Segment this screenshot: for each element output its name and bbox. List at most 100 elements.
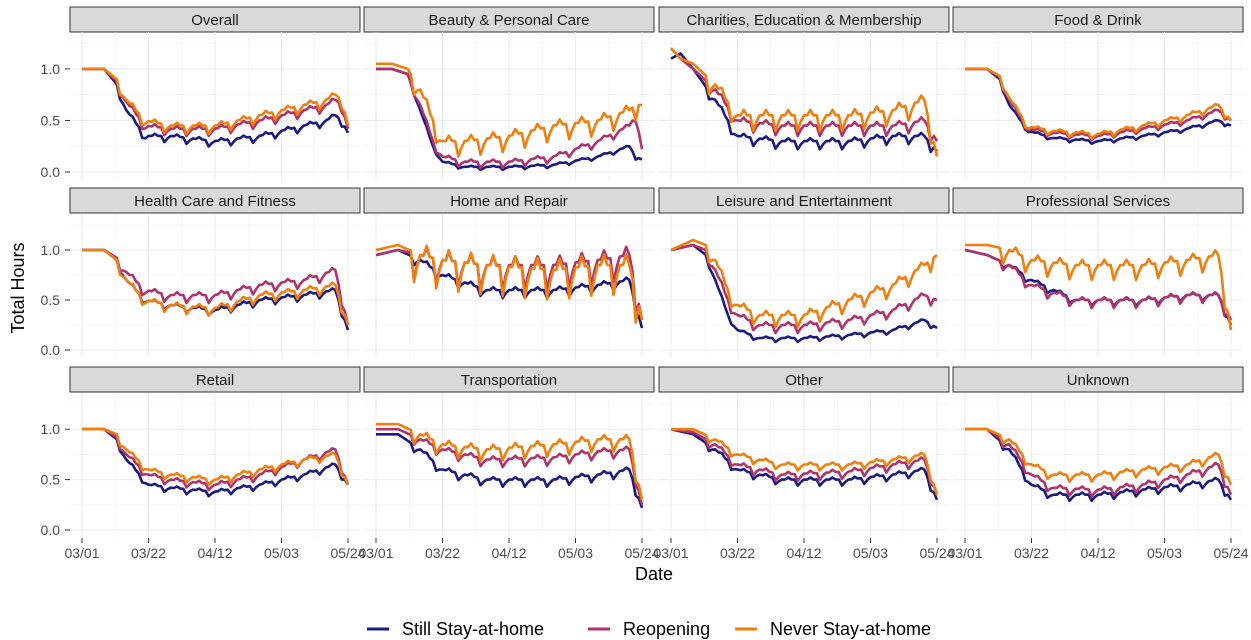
- facet-strip: [363, 366, 655, 393]
- y-tick-label: 0.5: [41, 112, 61, 128]
- series-line-still-stay-at-home: [375, 248, 644, 329]
- y-tick-label: 1.0: [41, 421, 61, 437]
- facet-strip: [952, 187, 1244, 214]
- x-axis-title: Date: [635, 564, 673, 584]
- series-line-never-stay-at-home: [670, 238, 938, 329]
- series-line-never-stay-at-home: [965, 67, 1233, 140]
- panels: Overall 0.0 0.5 1.0 Beauty & Personal Care Ch…: [41, 6, 1249, 561]
- x-tick-label: 04/12: [491, 545, 526, 561]
- series-line-reopening: [670, 47, 939, 143]
- series-line-still-stay-at-home: [670, 427, 939, 501]
- x-tick-label: 03/01: [64, 545, 99, 561]
- x-tick-label: 05/03: [853, 545, 888, 561]
- facet-panel: Overall 0.0 0.5 1.0: [41, 6, 361, 180]
- facet-panel: Home and Repair: [363, 187, 655, 358]
- y-tick-label: 0.5: [41, 292, 61, 308]
- series-line-still-stay-at-home: [376, 67, 643, 172]
- series-line-never-stay-at-home: [965, 243, 1233, 331]
- series-line-reopening: [82, 248, 350, 326]
- x-tick-label: 04/12: [197, 545, 232, 561]
- facet-panel: Other 03/01 03/22 04/12 05/03 05/24: [653, 366, 955, 561]
- series-line-never-stay-at-home: [82, 67, 350, 136]
- x-tick-label: 05/24: [1213, 545, 1248, 561]
- series-line-still-stay-at-home: [82, 67, 350, 148]
- facet-strip: [69, 366, 361, 393]
- x-tick-label: 03/01: [358, 545, 393, 561]
- series-line-still-stay-at-home: [965, 67, 1232, 145]
- series-line-still-stay-at-home: [376, 433, 644, 509]
- x-tick-label: 04/12: [1080, 545, 1115, 561]
- series-line-never-stay-at-home: [670, 47, 939, 157]
- facet-strip: [363, 187, 655, 214]
- x-tick-label: 03/01: [947, 545, 982, 561]
- y-tick-label: 0.5: [41, 472, 61, 488]
- facet-title: Other: [785, 372, 823, 389]
- facet-strip: [658, 187, 950, 214]
- series-line-never-stay-at-home: [376, 62, 642, 158]
- y-axis-title: Total Hours: [8, 242, 28, 333]
- facet-title: Food & Drink: [1054, 12, 1142, 29]
- legend-label: Still Stay-at-home: [402, 619, 544, 639]
- legend: Still Stay-at-home Reopening Never Stay-at…: [367, 619, 931, 639]
- series-line-reopening: [376, 67, 644, 170]
- facet-panel: Leisure and Entertainment: [658, 187, 950, 358]
- series-line-reopening: [964, 248, 1233, 321]
- facet-panel: Professional Services: [952, 187, 1244, 358]
- x-tick-label: 03/22: [720, 545, 755, 561]
- series-line-never-stay-at-home: [375, 243, 644, 324]
- facet-panel: Transportation 03/01 03/22 04/12 05/03 05/24: [358, 366, 660, 561]
- series-line-never-stay-at-home: [376, 422, 644, 501]
- series-line-never-stay-at-home: [671, 427, 939, 496]
- facet-strip: [952, 6, 1244, 33]
- series-line-reopening: [670, 427, 939, 496]
- y-tick-label: 1.0: [41, 242, 61, 258]
- series-line-never-stay-at-home: [965, 427, 1233, 486]
- facet-title: Leisure and Entertainment: [716, 193, 893, 210]
- y-tick-label: 0.0: [41, 164, 61, 180]
- facet-strip: [658, 6, 950, 33]
- facet-title: Overall: [191, 12, 239, 29]
- x-tick-label: 03/22: [1014, 545, 1049, 561]
- facet-title: Retail: [196, 372, 234, 389]
- x-tick-label: 04/12: [786, 545, 821, 561]
- x-tick-label: 05/24: [919, 545, 954, 561]
- facet-title: Unknown: [1067, 372, 1130, 389]
- facet-strip: [658, 366, 950, 393]
- facet-strip: [69, 187, 361, 214]
- series-line-never-stay-at-home: [82, 248, 350, 326]
- series-line-still-stay-at-home: [670, 243, 938, 344]
- series-line-never-stay-at-home: [82, 427, 350, 487]
- y-tick-label: 0.0: [41, 342, 61, 358]
- x-tick-label: 05/24: [330, 545, 365, 561]
- facet-panel: Food & Drink: [952, 6, 1244, 180]
- x-tick-label: 03/22: [425, 545, 460, 561]
- facet-strip: [363, 6, 655, 33]
- y-tick-label: 1.0: [41, 61, 61, 77]
- series-line-reopening: [965, 427, 1233, 498]
- facet-title: Home and Repair: [450, 193, 568, 210]
- x-tick-label: 05/03: [264, 545, 299, 561]
- facet-panel: Retail 0.0 0.5 1.0 03/01 03/22 04/12 05/03 05/24: [41, 366, 366, 561]
- x-tick-label: 05/03: [558, 545, 593, 561]
- series-line-reopening: [376, 427, 644, 506]
- series-line-still-stay-at-home: [82, 427, 350, 498]
- y-tick-label: 0.0: [41, 522, 61, 538]
- facet-title: Charities, Education & Membership: [686, 12, 921, 29]
- facet-strip: [952, 366, 1244, 393]
- x-tick-label: 03/01: [653, 545, 688, 561]
- x-tick-label: 05/03: [1147, 545, 1182, 561]
- series-line-reopening: [82, 67, 350, 138]
- facet-title: Professional Services: [1026, 193, 1170, 210]
- facet-panel: Charities, Education & Membership: [658, 6, 950, 180]
- series-line-reopening: [670, 243, 938, 335]
- series-line-still-stay-at-home: [670, 52, 939, 154]
- facet-title: Health Care and Fitness: [134, 193, 296, 210]
- legend-label: Reopening: [623, 619, 710, 639]
- legend-label: Never Stay-at-home: [770, 619, 931, 639]
- series-line-still-stay-at-home: [965, 427, 1233, 503]
- facet-title: Transportation: [461, 372, 557, 389]
- facet-panel: Unknown 03/01 03/22 04/12 05/03 05/24: [947, 366, 1249, 561]
- x-tick-label: 03/22: [131, 545, 166, 561]
- x-tick-label: 05/24: [624, 545, 659, 561]
